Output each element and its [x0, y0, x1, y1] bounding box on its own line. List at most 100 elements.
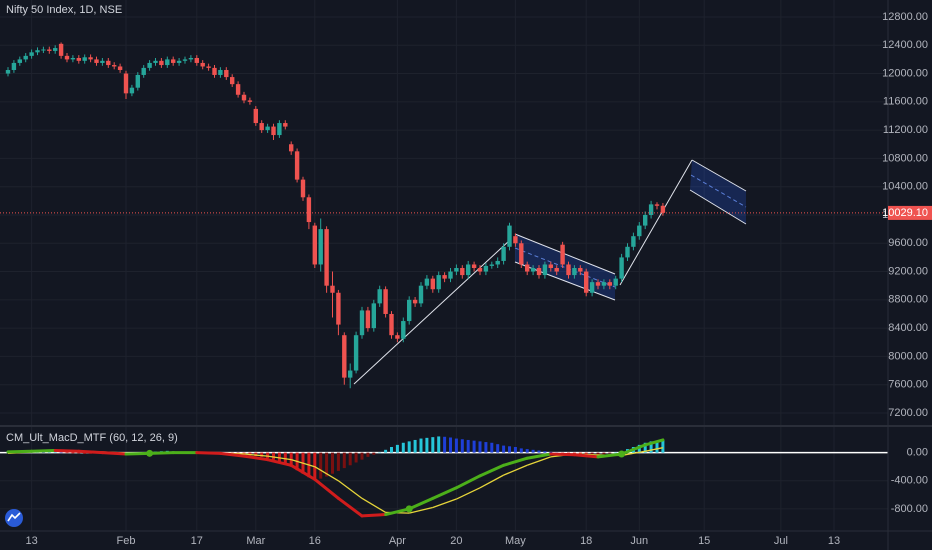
candle-body [395, 335, 400, 339]
histogram-bar [384, 449, 388, 453]
candle-body [117, 66, 123, 71]
channel-line [689, 189, 747, 225]
signal-line [503, 464, 528, 476]
macd-line [384, 507, 411, 517]
signal-line [361, 497, 386, 513]
histogram-bar [331, 452, 334, 474]
candle-body [318, 229, 323, 265]
macd-line [407, 496, 435, 511]
candle-body [418, 285, 424, 304]
candle-body [353, 335, 359, 371]
candle-body [271, 126, 276, 136]
histogram-bar [531, 449, 535, 453]
macd-line [148, 451, 175, 455]
histogram-bar [366, 452, 370, 457]
candle-body [501, 246, 506, 261]
candle-body [171, 59, 176, 63]
candle-body [165, 59, 170, 66]
candle-body [578, 268, 583, 272]
histogram-bar [443, 436, 447, 453]
candle-body [330, 285, 335, 293]
candle-body [412, 299, 418, 304]
histogram-bar [336, 452, 340, 471]
histogram-bar [431, 437, 435, 453]
y-tick-label: 11600.00 [883, 96, 928, 108]
macd-line [195, 451, 222, 455]
histogram-bar [401, 442, 405, 453]
histogram-bar [390, 446, 393, 453]
last-price-box [888, 205, 932, 220]
candle-body [182, 59, 188, 61]
candle-body [277, 123, 282, 136]
candle-body [660, 205, 666, 213]
candle-body [383, 289, 388, 314]
histogram-bar [460, 439, 464, 453]
signal-line [621, 450, 646, 457]
candle-body [336, 292, 341, 325]
candle-body [147, 62, 152, 68]
candle-body [94, 59, 99, 63]
cross-dot [146, 449, 154, 457]
candle-body [631, 236, 636, 247]
histogram-bar [407, 441, 411, 453]
histogram-bar [325, 452, 329, 477]
y-tick-label: 7600.00 [888, 379, 928, 391]
histogram-bar [525, 449, 529, 453]
histogram-bar [419, 438, 423, 453]
candle-body [53, 48, 58, 51]
histogram-bar [537, 450, 541, 453]
macd-line [336, 496, 364, 518]
histogram-bar [484, 442, 488, 453]
candle-body [200, 62, 205, 67]
candle-body [513, 236, 518, 244]
candle-body [477, 268, 483, 272]
histogram-bar [41, 452, 45, 453]
macd-line [596, 452, 624, 459]
histogram-bar [260, 452, 264, 457]
candle-body [153, 60, 158, 63]
candle-body [566, 264, 571, 276]
candle-body [294, 151, 300, 180]
candle-body [466, 264, 471, 276]
y-tick-label: 8000.00 [888, 350, 928, 362]
candle-body [507, 225, 512, 247]
candle-body [342, 335, 347, 378]
histogram-bar [425, 437, 429, 453]
channel-line [514, 233, 616, 275]
signal-line [645, 447, 664, 452]
x-tick-label: Feb [117, 535, 136, 547]
x-tick-label: 13 [828, 535, 840, 547]
candle-body [348, 370, 353, 378]
candle-body [654, 204, 660, 206]
candle-body [648, 204, 654, 215]
candle-body [259, 123, 264, 131]
trend-line [353, 239, 511, 385]
candle-body [283, 123, 288, 127]
y-tick-label: 0.00 [907, 447, 928, 459]
candle-body [64, 55, 70, 60]
histogram-bar [53, 452, 57, 453]
histogram-bar [614, 452, 618, 454]
candle-body [525, 264, 530, 272]
macd-line [620, 443, 647, 456]
candle-body [247, 100, 253, 102]
candle-body [265, 126, 270, 131]
histogram-bar [59, 452, 63, 454]
candle-body [58, 43, 64, 56]
candle-body [112, 65, 117, 67]
y-tick-label: 7200.00 [888, 407, 928, 419]
macd-line [289, 463, 317, 481]
candle-body [613, 278, 618, 286]
macd-line [643, 438, 665, 447]
histogram-bar [543, 451, 547, 453]
candle-body [448, 271, 453, 279]
histogram-bar [272, 452, 275, 460]
y-tick-label: 9200.00 [888, 265, 928, 277]
candle-body [100, 60, 105, 63]
candle-body [401, 321, 406, 339]
candle-body [554, 268, 559, 272]
candle-body [359, 310, 365, 336]
cross-dot [405, 505, 413, 513]
candle-body [123, 73, 129, 94]
macd-line [218, 451, 246, 458]
